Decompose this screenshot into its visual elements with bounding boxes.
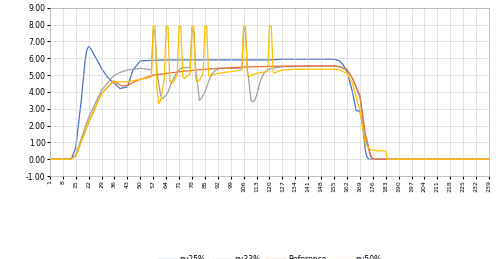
pv25% <box>385 158 391 161</box>
pv25% <box>246 59 252 62</box>
Line: Reference: Reference <box>50 66 489 159</box>
Line: pv33%: pv33% <box>50 29 489 159</box>
pv33% <box>385 158 391 161</box>
pv50% <box>119 80 125 83</box>
Reference <box>104 86 110 89</box>
Reference <box>385 158 391 161</box>
Reference <box>486 158 492 161</box>
pv25% <box>486 158 492 161</box>
pv50% <box>486 158 492 161</box>
pv25% <box>121 86 127 89</box>
pv33% <box>139 67 145 70</box>
pv50% <box>47 158 53 161</box>
pv33% <box>150 27 156 30</box>
Reference <box>245 65 250 68</box>
pv25% <box>141 59 147 62</box>
pv25% <box>106 77 112 80</box>
pv25% <box>440 158 446 161</box>
pv25% <box>47 158 53 161</box>
pv33% <box>104 82 110 85</box>
pv50% <box>139 77 145 81</box>
Reference <box>119 84 125 88</box>
Reference <box>305 64 311 67</box>
Reference <box>47 158 53 161</box>
pv50% <box>385 158 391 161</box>
Line: pv25%: pv25% <box>50 47 489 159</box>
pv33% <box>119 70 125 73</box>
pv50% <box>246 75 252 78</box>
Reference <box>139 77 145 80</box>
pv50% <box>104 86 110 89</box>
pv33% <box>246 82 252 85</box>
Line: pv50%: pv50% <box>50 26 489 159</box>
Reference <box>440 158 446 161</box>
pv25% <box>86 45 92 48</box>
pv50% <box>440 158 446 161</box>
Legend: pv25%, pv33%, Reference, pv50%: pv25%, pv33%, Reference, pv50% <box>154 251 385 259</box>
pv33% <box>440 158 446 161</box>
pv50% <box>150 25 156 28</box>
pv33% <box>486 158 492 161</box>
pv33% <box>47 158 53 161</box>
